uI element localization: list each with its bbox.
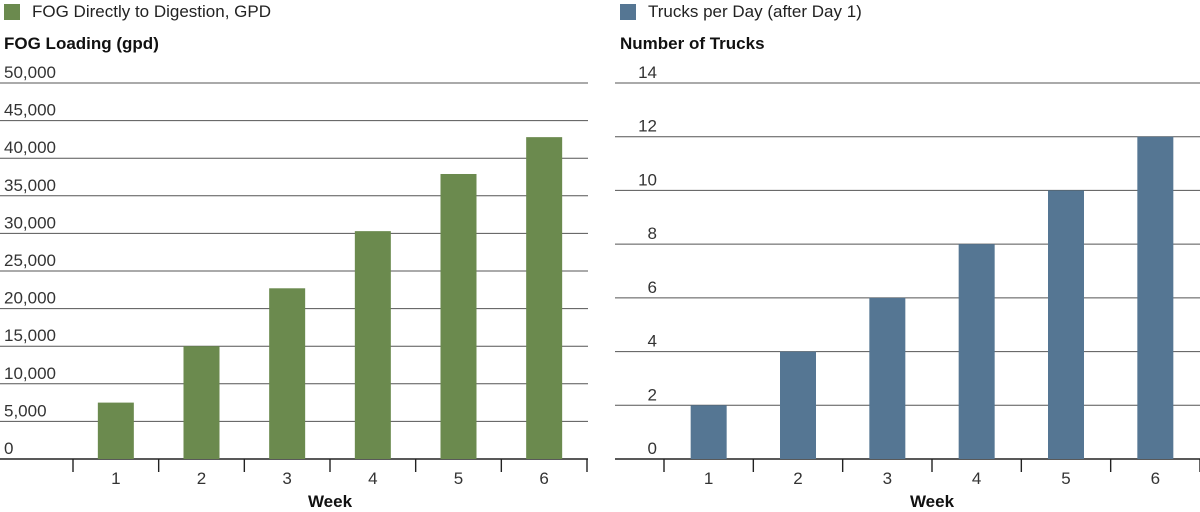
y-tick-label: 2 [648, 385, 657, 404]
y-tick-label: 14 [638, 63, 657, 82]
y-tick-label: 4 [648, 332, 657, 351]
bar [1048, 190, 1084, 459]
x-tick-label: 3 [282, 469, 291, 488]
x-tick-label: 6 [1151, 469, 1160, 488]
y-tick-label: 35,000 [4, 176, 56, 195]
y-tick-label: 0 [4, 439, 13, 458]
y-tick-label: 15,000 [4, 326, 56, 345]
legend-trucks: Trucks per Day (after Day 1) [620, 2, 862, 22]
legend-label-trucks: Trucks per Day (after Day 1) [648, 2, 862, 21]
bar [97, 402, 134, 459]
x-axis-title: Week [910, 492, 955, 511]
x-tick-label: 4 [368, 469, 377, 488]
x-tick-label: 1 [111, 469, 120, 488]
fog-loading-chart: 0 5,000 10,000 15,000 20,000 25,000 30,000 35,0… [0, 63, 588, 511]
legend-fog: FOG Directly to Digestion, GPD [4, 2, 271, 22]
bar [869, 297, 906, 459]
y-axis-title-trucks: Number of Trucks [620, 34, 765, 53]
bar [354, 231, 391, 459]
x-tick-label: 1 [704, 469, 713, 488]
y-tick-label: 20,000 [4, 289, 56, 308]
y-tick-label: 10 [638, 170, 657, 189]
y-tick-label: 40,000 [4, 138, 56, 157]
y-tick-label: 50,000 [4, 63, 56, 82]
y-tick-label: 10,000 [4, 364, 56, 383]
y-tick-label: 45,000 [4, 101, 56, 120]
bar [1137, 136, 1174, 459]
bar [958, 244, 995, 459]
x-tick-label: 5 [1061, 469, 1070, 488]
y-axis-title-fog: FOG Loading (gpd) [4, 34, 159, 53]
bar [183, 346, 220, 459]
legend-swatch-trucks [620, 4, 636, 20]
bar [690, 405, 727, 459]
x-tick-label: 5 [454, 469, 463, 488]
legend-label-fog: FOG Directly to Digestion, GPD [32, 2, 272, 21]
y-tick-label: 8 [648, 224, 657, 243]
legend-swatch-fog [4, 4, 20, 20]
x-tick-label: 3 [883, 469, 892, 488]
bar [269, 288, 306, 459]
bar [780, 351, 816, 459]
y-tick-label: 25,000 [4, 251, 56, 270]
y-tick-label: 0 [648, 439, 657, 458]
y-tick-label: 30,000 [4, 213, 56, 232]
y-tick-label: 6 [648, 278, 657, 297]
x-tick-label: 6 [539, 469, 548, 488]
x-tick-label: 2 [197, 469, 206, 488]
x-axis-title: Week [308, 492, 353, 511]
y-tick-label: 5,000 [4, 401, 47, 420]
x-tick-label: 4 [972, 469, 981, 488]
bar [526, 137, 563, 460]
y-tick-label: 12 [638, 117, 657, 136]
bar [440, 173, 477, 459]
x-tick-label: 2 [793, 469, 802, 488]
